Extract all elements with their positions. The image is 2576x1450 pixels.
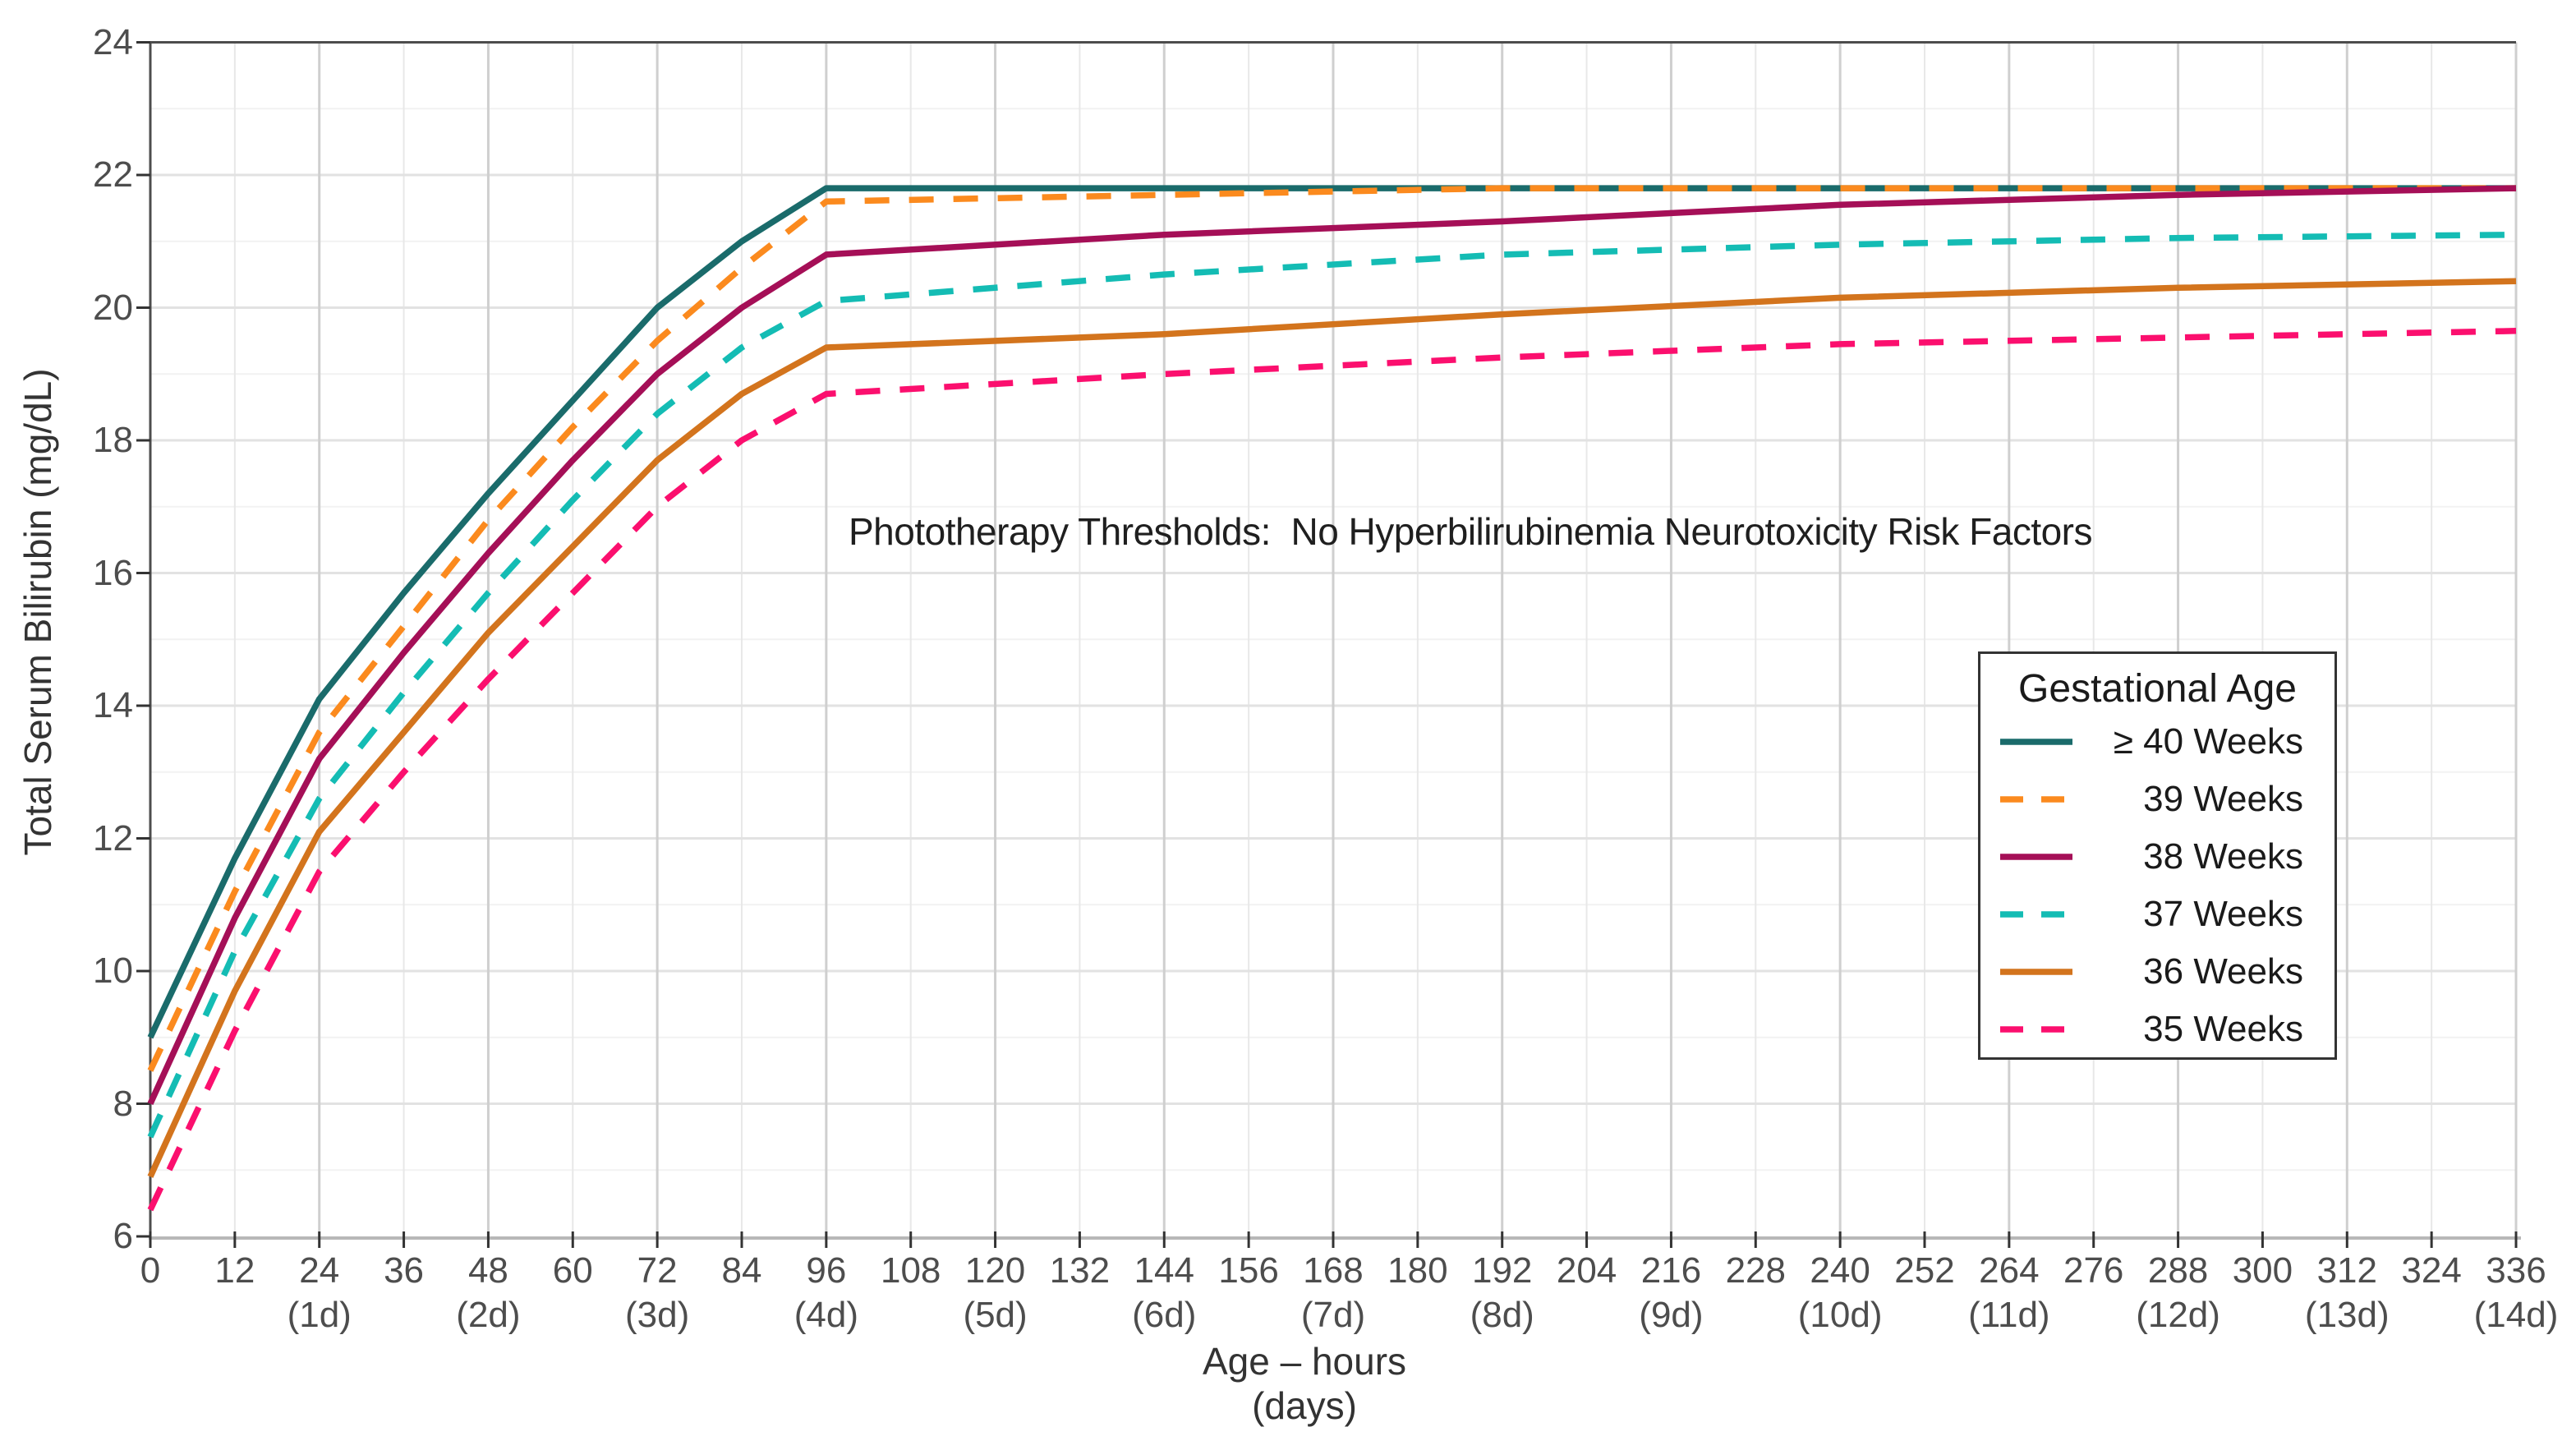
y-tick-label: 22 bbox=[93, 154, 133, 195]
legend-entry: 35 Weeks bbox=[1980, 1001, 2334, 1058]
legend-key-line-icon bbox=[2000, 911, 2072, 918]
y-tick-label: 16 bbox=[93, 552, 133, 593]
x-day-label: (4d) bbox=[794, 1295, 858, 1335]
x-day-label: (12d) bbox=[2136, 1295, 2220, 1335]
x-tick-label: 252 bbox=[1894, 1250, 1955, 1291]
threshold-curve-35wk bbox=[147, 328, 2517, 1212]
x-tick-label: 108 bbox=[880, 1250, 941, 1291]
legend-entry: ≥ 40 Weeks bbox=[1980, 713, 2334, 771]
y-tick-label: 14 bbox=[93, 685, 133, 725]
x-day-label: (1d) bbox=[287, 1295, 352, 1335]
x-tick-label: 216 bbox=[1640, 1250, 1702, 1291]
x-tick-label: 324 bbox=[2401, 1250, 2462, 1291]
legend-key-line-icon bbox=[2000, 739, 2072, 745]
y-tick-label: 12 bbox=[93, 817, 133, 858]
x-tick-label: 0 bbox=[140, 1250, 161, 1291]
x-day-label: (13d) bbox=[2304, 1295, 2390, 1335]
x-tick-label: 264 bbox=[1979, 1250, 2040, 1291]
x-tick-label: 132 bbox=[1049, 1250, 1111, 1291]
legend-rows: ≥ 40 Weeks 39 Weeks 38 Weeks 37 Weeks 36 Wee… bbox=[1980, 713, 2334, 1058]
legend-entry: 38 Weeks bbox=[1980, 828, 2334, 886]
x-tick-label: 72 bbox=[637, 1250, 678, 1291]
x-tick-label: 240 bbox=[1810, 1250, 1870, 1291]
x-tick-label: 300 bbox=[2232, 1250, 2293, 1291]
y-tick-label: 10 bbox=[93, 951, 133, 991]
x-day-label: (2d) bbox=[456, 1295, 521, 1335]
x-tick-label: 288 bbox=[2147, 1250, 2209, 1291]
legend-label: ≥ 40 Weeks bbox=[2113, 721, 2303, 762]
x-tick-label: 312 bbox=[2316, 1250, 2377, 1291]
legend-key-line-icon bbox=[2000, 854, 2072, 860]
x-axis-subtitle: (days) bbox=[1252, 1384, 1357, 1427]
x-day-label: (5d) bbox=[963, 1295, 1028, 1335]
legend-title: Gestational Age bbox=[2018, 667, 2297, 711]
x-tick-label: 36 bbox=[384, 1250, 425, 1291]
x-day-label: (7d) bbox=[1300, 1295, 1366, 1335]
legend-key-line-icon bbox=[2000, 969, 2072, 975]
x-tick-label: 192 bbox=[1471, 1250, 1533, 1291]
x-tick-label: 204 bbox=[1556, 1250, 1617, 1291]
y-tick-label: 24 bbox=[93, 21, 133, 62]
x-day-label: (14d) bbox=[2473, 1295, 2559, 1335]
x-tick-label: 156 bbox=[1218, 1250, 1279, 1291]
y-tick-label: 6 bbox=[113, 1216, 133, 1256]
y-tick-label: 20 bbox=[93, 287, 133, 328]
x-tick-label: 48 bbox=[467, 1250, 508, 1291]
legend-label: 35 Weeks bbox=[2143, 1009, 2303, 1049]
legend-entry: 36 Weeks bbox=[1980, 943, 2334, 1001]
y-axis-title: Total Serum Bilirubin (mg/dL) bbox=[16, 368, 59, 856]
legend-box: Gestational Age ≥ 40 Weeks 39 Weeks 38 Wee… bbox=[1978, 651, 2337, 1060]
legend-label: 36 Weeks bbox=[2143, 951, 2303, 992]
x-tick-label: 12 bbox=[214, 1250, 255, 1291]
x-tick-label: 120 bbox=[964, 1250, 1026, 1291]
x-axis-title: Age – hours bbox=[1202, 1340, 1407, 1383]
x-tick-label: 168 bbox=[1303, 1250, 1364, 1291]
legend-entry: 39 Weeks bbox=[1980, 771, 2334, 828]
chart-title: Phototherapy Thresholds: No Hyperbilirub… bbox=[848, 510, 2093, 553]
x-day-label: (8d) bbox=[1470, 1295, 1534, 1335]
legend-label: 39 Weeks bbox=[2143, 779, 2303, 819]
threshold-curve-38wk bbox=[147, 185, 2517, 1106]
threshold-curve-37wk bbox=[147, 231, 2517, 1139]
legend-label: 38 Weeks bbox=[2143, 836, 2303, 877]
x-tick-label: 276 bbox=[2063, 1250, 2124, 1291]
x-day-label: (6d) bbox=[1132, 1295, 1197, 1335]
x-day-label: (10d) bbox=[1797, 1295, 1883, 1335]
y-tick-label: 8 bbox=[113, 1083, 133, 1124]
legend-entry: 37 Weeks bbox=[1980, 886, 2334, 943]
x-day-label: (9d) bbox=[1639, 1295, 1704, 1335]
x-tick-label: 96 bbox=[806, 1250, 847, 1291]
x-day-label: (3d) bbox=[625, 1295, 690, 1335]
x-tick-label: 180 bbox=[1387, 1250, 1448, 1291]
threshold-curve-36wk bbox=[147, 278, 2517, 1178]
x-day-label: (11d) bbox=[1968, 1295, 2050, 1335]
legend-label: 37 Weeks bbox=[2143, 894, 2303, 934]
threshold-curve-39wk bbox=[147, 185, 2516, 1072]
x-tick-label: 144 bbox=[1134, 1250, 1194, 1291]
x-tick-label: 336 bbox=[2486, 1250, 2546, 1291]
x-tick-label: 228 bbox=[1725, 1250, 1786, 1291]
y-tick-label: 18 bbox=[93, 420, 133, 460]
x-tick-label: 24 bbox=[299, 1250, 340, 1291]
threshold-curve-ge40wk bbox=[147, 185, 2516, 1039]
x-tick-label: 84 bbox=[721, 1250, 762, 1291]
legend-key-line-icon bbox=[2000, 796, 2072, 803]
x-tick-label: 60 bbox=[552, 1250, 593, 1291]
legend-key-line-icon bbox=[2000, 1026, 2072, 1033]
